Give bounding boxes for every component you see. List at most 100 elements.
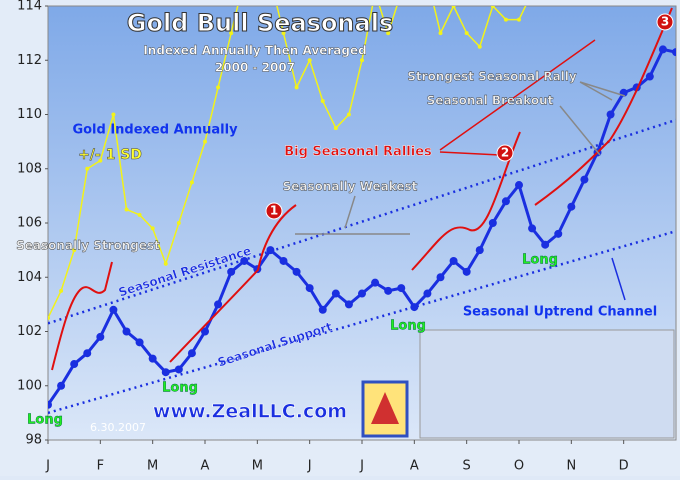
- arrow: [559, 105, 601, 156]
- series-point: [358, 289, 366, 298]
- series-point: [187, 349, 196, 358]
- marker-badge: [265, 202, 283, 220]
- series-point: [229, 31, 234, 36]
- y-tick-label: 98: [25, 433, 42, 448]
- logo: [361, 380, 409, 438]
- series-point: [451, 6, 456, 8]
- annotation: Long: [27, 413, 63, 428]
- series-point: [176, 221, 181, 225]
- rally-curve: [534, 7, 673, 206]
- series-point: [96, 332, 105, 341]
- series-point: [111, 112, 116, 117]
- series-point: [423, 289, 432, 298]
- series-point: [307, 58, 312, 63]
- series-point: [72, 248, 77, 253]
- logo-mark: [371, 392, 399, 424]
- series-point: [57, 381, 66, 390]
- series-point: [333, 126, 338, 131]
- series-point: [281, 31, 286, 36]
- x-tick-label: J: [45, 459, 50, 474]
- series-point: [672, 48, 676, 57]
- series-point: [124, 207, 129, 212]
- series-point: [98, 158, 103, 163]
- annotation: Long: [162, 381, 198, 396]
- series-point: [85, 166, 90, 171]
- annotation: 1: [270, 204, 278, 218]
- series-point: [344, 300, 353, 309]
- series-point: [227, 267, 236, 276]
- arrow: [611, 257, 626, 301]
- series-point: [515, 181, 523, 190]
- y-tick-label: 104: [17, 270, 42, 285]
- x-tick-label: J: [307, 459, 312, 474]
- y-tick-label: 114: [17, 0, 42, 14]
- series-point: [137, 212, 142, 217]
- series-point: [174, 365, 183, 374]
- series-point: [216, 85, 221, 90]
- series-point: [462, 267, 471, 276]
- x-tick-label: A: [410, 459, 419, 474]
- series-point: [294, 85, 299, 90]
- channel-line: [48, 229, 676, 415]
- annotation: 2: [501, 146, 509, 160]
- series-point: [48, 400, 52, 409]
- series-point: [150, 226, 155, 231]
- annotation: Big Seasonal Rallies: [284, 145, 432, 160]
- annotation: Seasonally Weakest: [283, 180, 418, 194]
- y-tick-label: 112: [17, 53, 42, 68]
- series-point: [201, 327, 209, 336]
- x-tick-label: S: [463, 459, 471, 474]
- series-point: [214, 300, 223, 309]
- x-tick-label: M: [252, 459, 263, 474]
- series-point: [580, 175, 589, 184]
- rally-curve: [411, 131, 521, 271]
- x-tick-label: N: [566, 459, 576, 474]
- series-point: [266, 246, 275, 255]
- arrow: [344, 195, 356, 229]
- series-point: [346, 112, 351, 117]
- rally-curves: [51, 7, 673, 371]
- series-point: [386, 31, 391, 36]
- annotation: 6.30.2007: [90, 421, 146, 434]
- series-point: [384, 286, 393, 295]
- series-point: [488, 219, 497, 227]
- series-point: [148, 354, 157, 363]
- series-point: [606, 110, 615, 119]
- chart-subtitle: Indexed Annually Then Averaged: [143, 44, 366, 58]
- annotation: 3: [661, 15, 669, 29]
- series-point: [320, 98, 325, 103]
- chart-title: Gold Bull Seasonals: [127, 9, 393, 37]
- series-point: [438, 31, 443, 36]
- series-point: [318, 305, 327, 314]
- series-point: [436, 273, 445, 282]
- series-point: [501, 197, 510, 206]
- series-point: [135, 338, 144, 347]
- chart-subtitle: 2000 - 2007: [215, 61, 295, 75]
- series-point: [203, 139, 207, 144]
- series-point: [331, 289, 340, 298]
- series-point: [541, 240, 550, 249]
- x-tick-label: A: [201, 459, 210, 474]
- series-point: [189, 180, 194, 185]
- series-point: [305, 284, 314, 293]
- x-tick-label: O: [514, 459, 524, 474]
- annotation: Long: [390, 319, 426, 334]
- rally-curve: [169, 204, 297, 363]
- rally-curve: [51, 261, 113, 371]
- series-point: [161, 368, 170, 377]
- y-tick-label: 106: [17, 216, 42, 231]
- y-tick-label: 102: [17, 324, 42, 339]
- series-point: [83, 349, 92, 358]
- series-point: [477, 44, 482, 49]
- series-point: [70, 360, 79, 369]
- series-point: [475, 246, 484, 255]
- y-tick-label: 100: [17, 378, 42, 393]
- series-point: [360, 58, 364, 63]
- series-point: [658, 45, 667, 54]
- series-point: [449, 256, 458, 265]
- series-point: [410, 303, 419, 312]
- annotation: Seasonal Uptrend Channel: [463, 305, 657, 320]
- series-point: [528, 224, 537, 233]
- series-point: [240, 256, 249, 265]
- series-point: [292, 267, 301, 276]
